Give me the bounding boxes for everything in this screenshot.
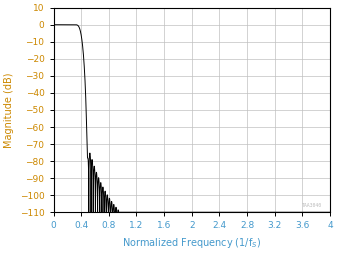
Text: TAA3040: TAA3040 xyxy=(302,203,322,208)
Y-axis label: Magnitude (dB): Magnitude (dB) xyxy=(4,72,14,148)
X-axis label: Normalized Frequency (1/f$_S$): Normalized Frequency (1/f$_S$) xyxy=(122,236,262,250)
